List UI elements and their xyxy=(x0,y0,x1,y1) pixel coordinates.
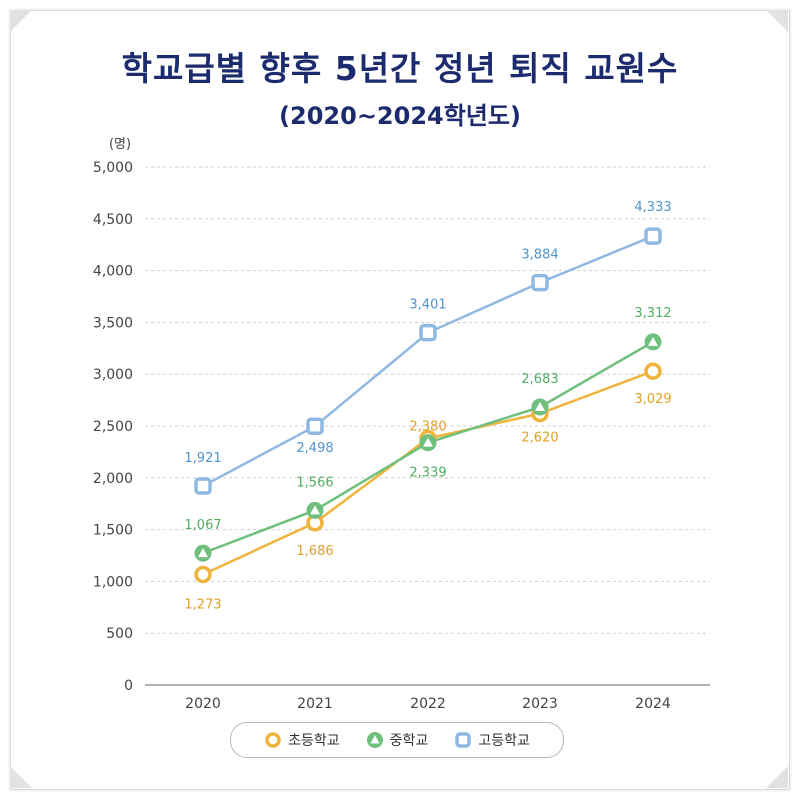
data-label: 3,401 xyxy=(409,298,446,313)
y-unit-label: (명) xyxy=(109,137,131,152)
data-point-inner xyxy=(423,437,433,447)
corner-fold-bottom-left xyxy=(10,766,32,788)
corner-fold-bottom-right xyxy=(766,766,788,788)
data-label: 1,566 xyxy=(296,475,333,490)
data-point xyxy=(194,477,212,495)
data-point xyxy=(194,565,212,584)
legend-item: 중학교 xyxy=(366,730,429,750)
corner-fold-top-left xyxy=(10,10,32,32)
legend-label: 중학교 xyxy=(389,733,429,749)
y-tick-label: 4,000 xyxy=(93,264,133,280)
data-label: 1,686 xyxy=(296,544,333,559)
data-point-inner xyxy=(535,402,545,412)
series-markers xyxy=(194,227,662,584)
chart-subtitle: (2020~2024학년도) xyxy=(279,102,521,130)
x-tick-label: 2023 xyxy=(522,696,558,712)
grid-lines xyxy=(145,166,710,686)
data-label: 2,339 xyxy=(409,466,446,481)
data-label: 1,921 xyxy=(184,451,221,466)
data-label: 2,683 xyxy=(521,372,558,387)
data-label: 1,273 xyxy=(184,597,221,612)
y-axis-ticks: 0 500 1,000 1,500 2,000 2,500 3,000 3,500 4,000 4… xyxy=(93,160,133,694)
y-tick-label: 4,500 xyxy=(93,212,133,228)
data-point xyxy=(531,273,549,292)
y-tick-label: 1,500 xyxy=(93,523,133,539)
x-tick-label: 2022 xyxy=(410,696,446,712)
y-tick-label: 0 xyxy=(124,678,133,694)
x-tick-label: 2024 xyxy=(635,696,671,712)
legend-label: 초등학교 xyxy=(288,733,340,749)
y-tick-label: 2,500 xyxy=(93,419,133,435)
y-tick-label: 5,000 xyxy=(93,160,133,176)
data-point-inner xyxy=(648,336,658,346)
legend-item: 고등학교 xyxy=(454,730,530,750)
data-point xyxy=(306,417,324,435)
series-lines xyxy=(202,234,654,576)
legend-item: 초등학교 xyxy=(264,730,340,750)
data-label: 3,312 xyxy=(634,306,671,321)
data-point xyxy=(644,227,662,245)
circle-marker-icon xyxy=(265,732,281,748)
x-tick-label: 2021 xyxy=(297,696,333,712)
y-tick-label: 3,000 xyxy=(93,367,133,383)
triangle-marker-icon xyxy=(366,732,383,748)
data-label: 1,067 xyxy=(184,518,221,533)
data-label: 3,884 xyxy=(521,248,558,263)
data-label: 2,380 xyxy=(409,419,446,434)
x-axis-ticks: 2020 2021 2022 2023 2024 xyxy=(185,696,671,712)
data-point xyxy=(644,362,662,380)
data-label: 3,029 xyxy=(634,392,671,407)
data-labels: 1,273 1,686 2,380 2,620 3,029 1,067 1,566 2,339… xyxy=(184,200,671,612)
data-point xyxy=(419,323,437,342)
y-tick-label: 1,000 xyxy=(93,574,133,590)
corner-fold-top-right xyxy=(766,10,788,32)
chart-frame xyxy=(10,10,790,790)
square-marker-icon xyxy=(455,732,472,748)
x-tick-label: 2020 xyxy=(185,696,221,712)
chart-title: 학교급별 향후 5년간 정년 퇴직 교원수 xyxy=(121,49,679,88)
legend-label: 고등학교 xyxy=(478,733,530,749)
y-tick-label: 3,500 xyxy=(93,315,133,331)
y-tick-label: 2,000 xyxy=(93,471,133,487)
y-tick-label: 500 xyxy=(106,626,133,642)
data-point-inner xyxy=(198,548,208,558)
data-label: 2,498 xyxy=(296,441,333,456)
chart-legend: 초등학교 중학교 고등학교 xyxy=(230,722,564,758)
data-label: 4,333 xyxy=(634,200,671,215)
data-point-inner xyxy=(310,505,320,515)
data-label: 2,620 xyxy=(521,431,558,446)
